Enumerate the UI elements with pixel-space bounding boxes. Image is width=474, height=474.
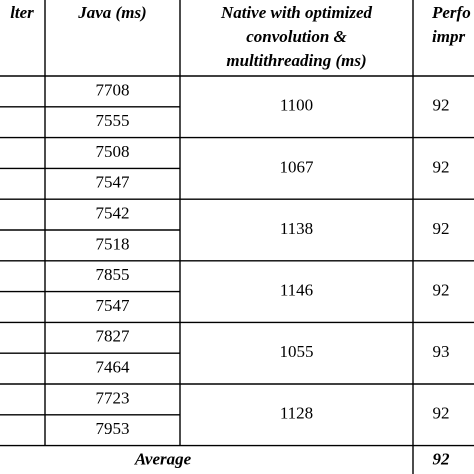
- cell: 92: [433, 404, 450, 423]
- cell: 1100: [280, 96, 313, 115]
- cell: 92: [433, 450, 451, 469]
- cell: 7547: [96, 296, 131, 315]
- cell: 7508: [96, 142, 130, 161]
- cell: 7464: [96, 358, 131, 377]
- cell: 7518: [96, 234, 130, 253]
- cell: 7855: [96, 265, 130, 284]
- average-label: Average: [134, 450, 192, 469]
- cell: 7723: [96, 388, 130, 407]
- cell: 92: [433, 157, 450, 176]
- cell: 1146: [280, 281, 313, 300]
- cell: 93: [433, 342, 450, 361]
- cell: 7827: [96, 327, 131, 346]
- cell: 1055: [280, 342, 314, 361]
- header-cell: Java (ms): [77, 3, 146, 22]
- cell: 7555: [96, 111, 130, 130]
- cell: 7542: [96, 204, 130, 223]
- cell: 92: [433, 281, 450, 300]
- header-cell: lter: [10, 3, 34, 22]
- header-cell: impr: [432, 27, 465, 46]
- header-cell: convolution &: [246, 27, 347, 46]
- cell: 7708: [96, 80, 130, 99]
- cell: 1138: [280, 219, 313, 238]
- cell: 7953: [96, 419, 130, 438]
- cell: 1128: [280, 404, 313, 423]
- cell: 7547: [96, 173, 131, 192]
- header-cell: Perfo: [431, 3, 471, 22]
- header-cell: multithreading (ms): [226, 51, 366, 70]
- cell: 1067: [280, 157, 315, 176]
- cell: 92: [433, 96, 450, 115]
- header-cell: Native with optimized: [220, 3, 373, 22]
- cell: 92: [433, 219, 450, 238]
